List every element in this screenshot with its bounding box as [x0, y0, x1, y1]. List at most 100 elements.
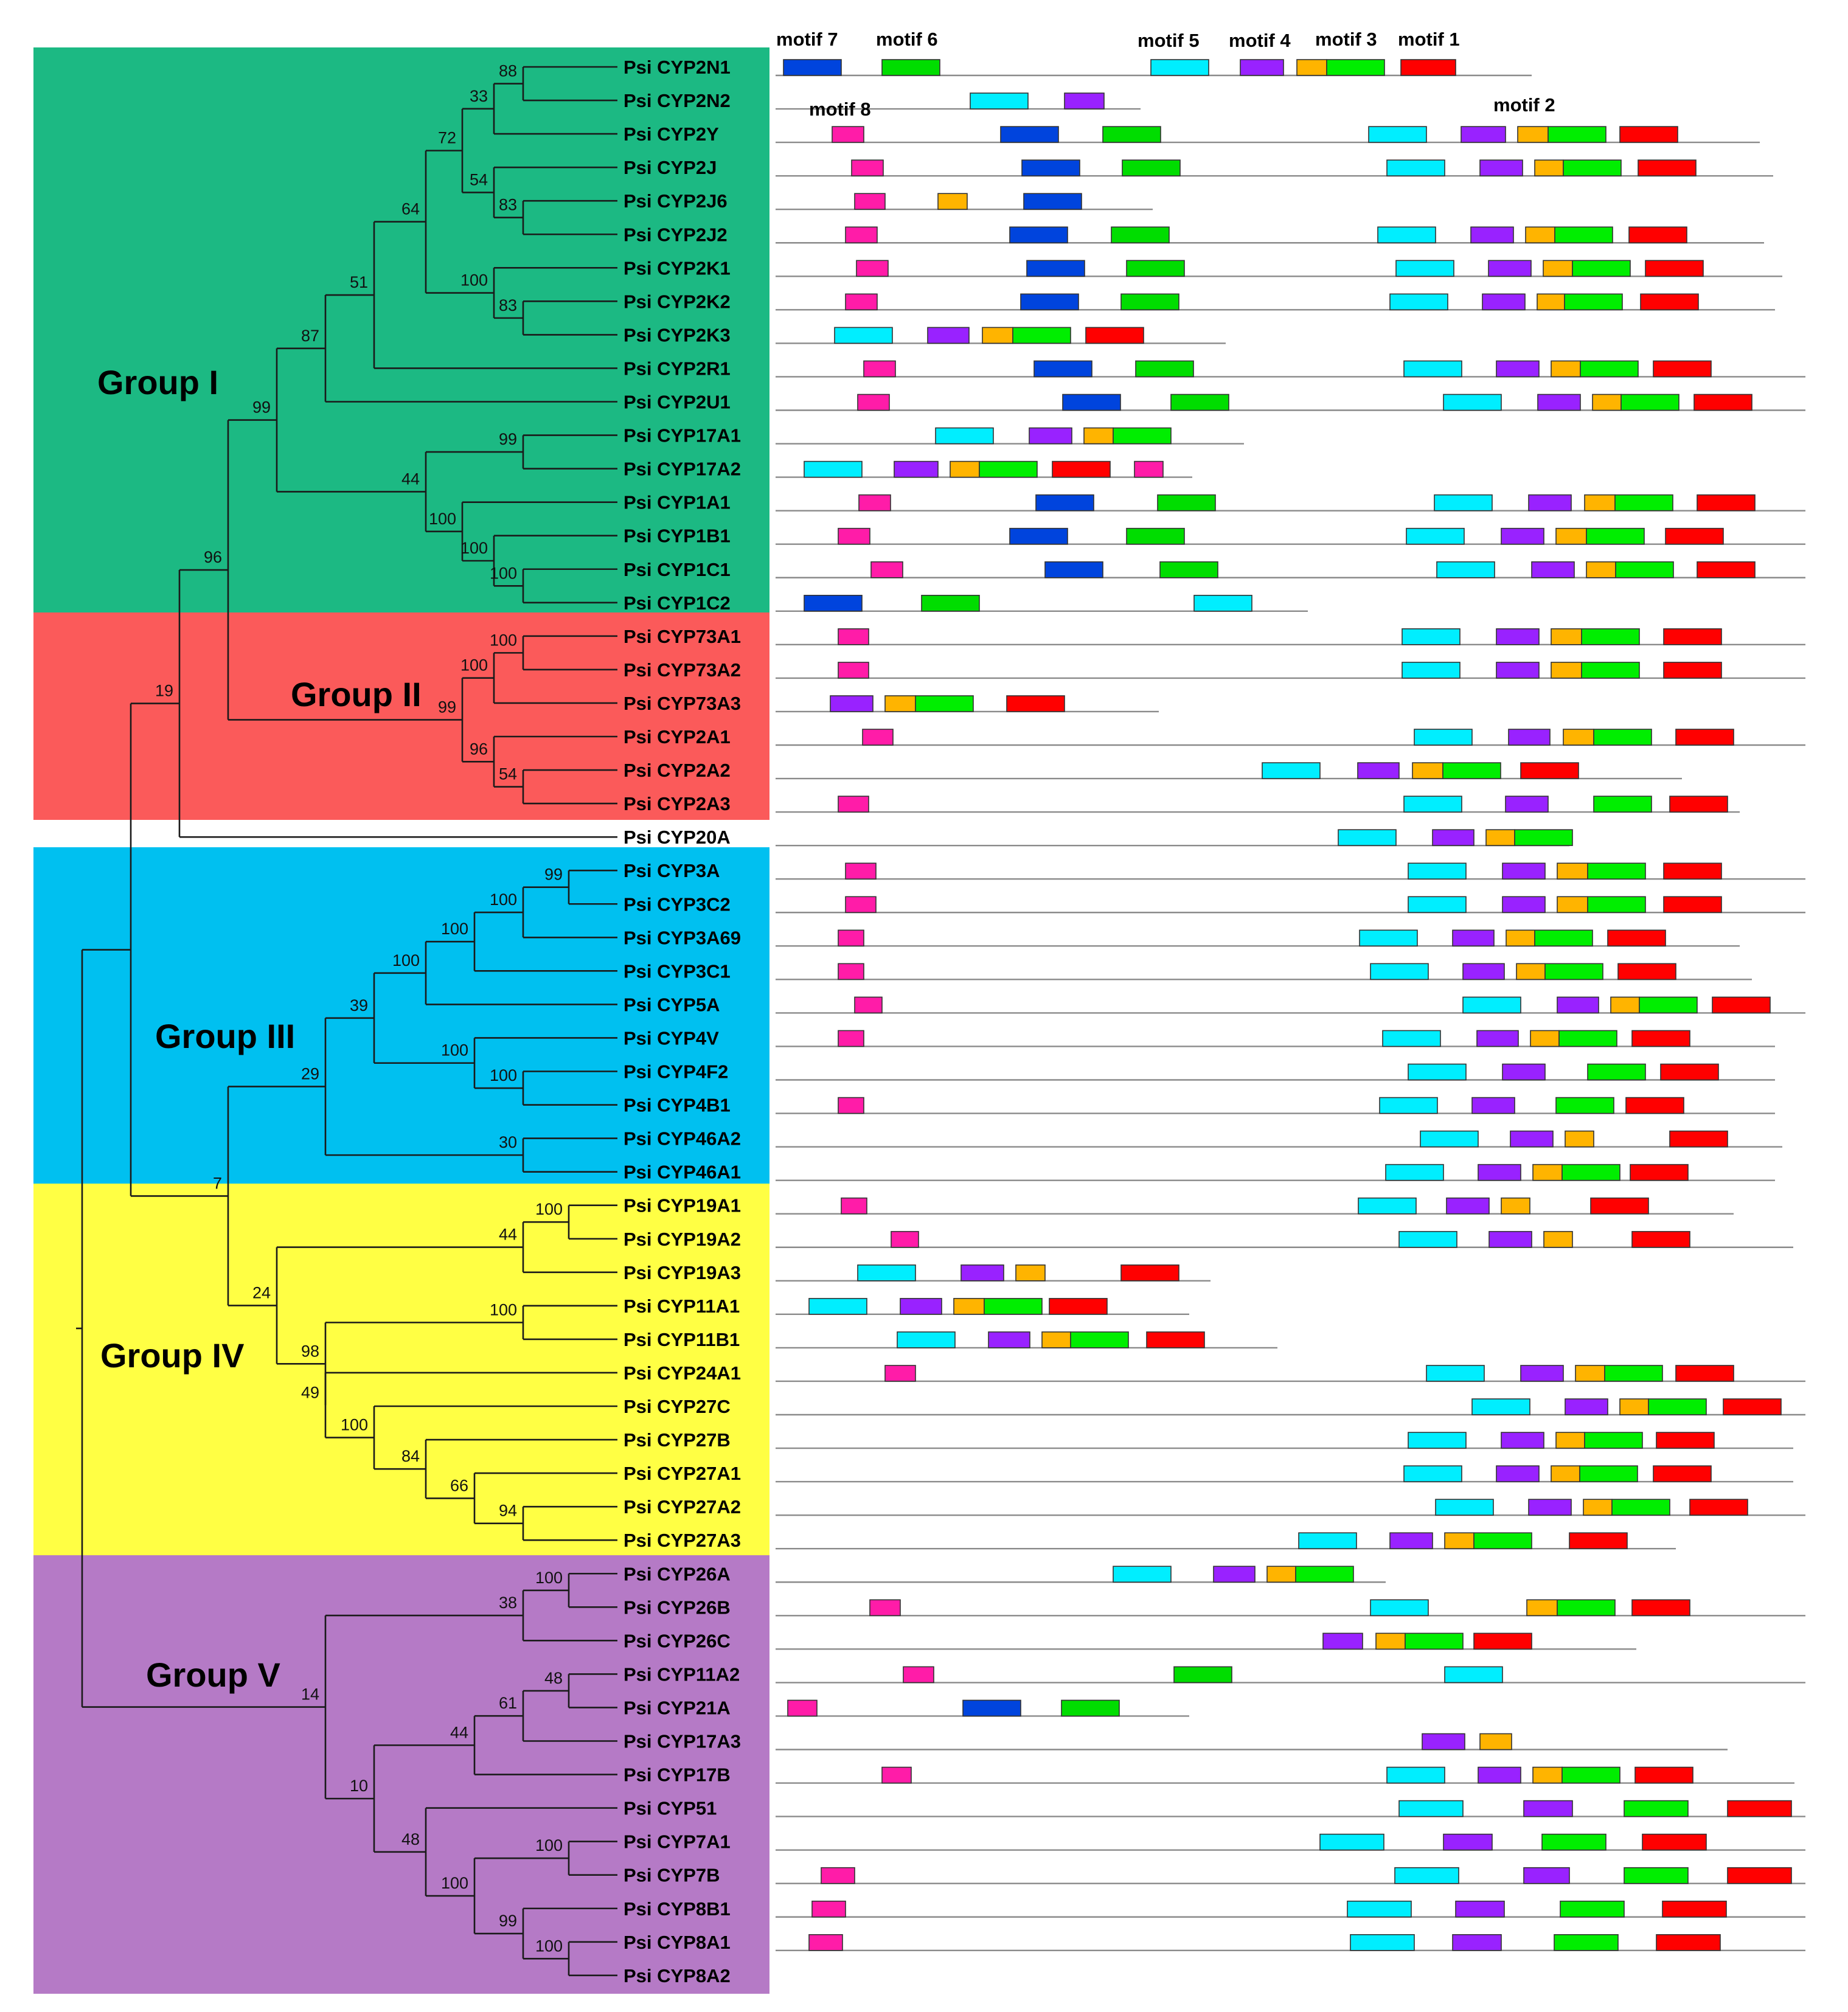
motif-4-box — [900, 1298, 942, 1315]
motif-2-box — [1564, 293, 1623, 311]
motif-6-box — [1170, 394, 1229, 411]
motif-titles: motif 7 motif 6 motif 5 motif 4 motif 3 motif… — [776, 29, 1555, 120]
motif-5-box — [1193, 594, 1252, 612]
motif-3-box — [1563, 729, 1594, 746]
motif-8-box — [1134, 460, 1164, 478]
motif-1-box — [1660, 1063, 1719, 1081]
motif-3-box — [1534, 159, 1564, 176]
motif-1-box — [1120, 1264, 1179, 1282]
motif-1-box — [1006, 695, 1065, 712]
bootstrap-value: 72 — [438, 129, 456, 147]
motif-5-box — [1379, 1097, 1438, 1114]
motif-5-box — [1398, 1230, 1457, 1248]
taxon-label: Psi CYP27A3 — [624, 1530, 741, 1551]
bootstrap-value: 99 — [499, 1912, 517, 1930]
motif-5-box — [935, 427, 994, 445]
motif-6-box — [1122, 159, 1181, 176]
motif-5-box — [1408, 896, 1467, 914]
motif-4-box — [1322, 1632, 1363, 1650]
motif-4-box — [1496, 360, 1540, 378]
motif-4-box — [1461, 126, 1506, 143]
motif-4-box — [1520, 1365, 1564, 1382]
motif-5-box — [857, 1264, 916, 1282]
bootstrap-value: 51 — [350, 273, 368, 291]
bootstrap-value: 100 — [535, 1200, 563, 1218]
motif-5-box — [804, 460, 863, 478]
motif-5-box — [1444, 1666, 1503, 1684]
motif-2-box — [1593, 796, 1652, 813]
motif-2-box — [1560, 1900, 1625, 1918]
taxon-label: Psi CYP46A2 — [624, 1128, 741, 1150]
bootstrap-value: 100 — [429, 510, 456, 528]
motif-1-box — [1727, 1800, 1792, 1817]
motif-1-box — [1663, 862, 1722, 879]
bootstrap-value: 33 — [470, 87, 488, 105]
motif-5-box — [1150, 59, 1209, 76]
motif-2-box — [1555, 1097, 1614, 1114]
motif-1-box — [1663, 896, 1722, 914]
motif-8-box — [787, 1699, 818, 1717]
taxon-label: Psi CYP17A3 — [624, 1731, 741, 1752]
motif-5-box — [970, 92, 1029, 109]
motif-2-box — [1295, 1566, 1354, 1583]
motif-8-box — [821, 1867, 855, 1884]
taxon-label: Psi CYP4F2 — [624, 1061, 728, 1083]
motif-5-box — [1402, 662, 1461, 679]
group-label-group-ii: Group II — [291, 675, 422, 713]
motif-2-box — [1581, 628, 1640, 645]
motif-4-box — [1478, 1164, 1521, 1181]
taxon-label: Psi CYP26C — [624, 1630, 731, 1651]
motif-5-box — [1350, 1934, 1415, 1951]
motif-3-box — [884, 695, 916, 712]
taxon-label: Psi CYP3C1 — [624, 960, 731, 982]
motif-1-box — [1662, 1900, 1727, 1918]
motif-title-motif-6: motif 6 — [876, 29, 938, 50]
motif-title-motif-2: motif 2 — [1493, 94, 1555, 116]
motif-4-box — [1432, 829, 1475, 846]
motif-4-box — [1488, 1230, 1532, 1248]
motif-1-box — [1727, 1867, 1792, 1884]
bootstrap-value: 100 — [460, 271, 488, 290]
motif-2-box — [1473, 1532, 1532, 1549]
motif-4-box — [1029, 427, 1072, 445]
motif-1-box — [1638, 159, 1697, 176]
motif-1-box — [1617, 963, 1676, 980]
motif-8-box — [845, 226, 878, 244]
motif-4-box — [1479, 159, 1523, 176]
motif-5-box — [1443, 394, 1502, 411]
motif-2-box — [1534, 929, 1593, 947]
motif-2-box — [1587, 862, 1646, 879]
motif-title-motif-1: motif 1 — [1398, 29, 1460, 50]
motif-3-box — [1551, 628, 1582, 645]
taxon-label: Psi CYP73A1 — [624, 626, 741, 647]
motif-2-box — [979, 460, 1038, 478]
taxon-label: Psi CYP19A2 — [624, 1229, 741, 1250]
motif-3-box — [1485, 829, 1515, 846]
motif-1-box — [1663, 628, 1722, 645]
motif-1-box — [1675, 1365, 1734, 1382]
motif-8-box — [845, 862, 877, 879]
taxon-label: Psi CYP20A — [624, 827, 731, 848]
motif-4-box — [1510, 1130, 1554, 1148]
motif-4-box — [1502, 1063, 1546, 1081]
motif-4-box — [1478, 1766, 1521, 1784]
motif-4-box — [1531, 561, 1575, 578]
motif-8-box — [856, 260, 889, 277]
motif-2-box — [1584, 1432, 1643, 1449]
motif-4-box — [988, 1331, 1030, 1348]
motif-2-box — [1012, 327, 1071, 344]
group-panel-group-iv — [33, 1184, 769, 1555]
taxon-label: Psi CYP26A — [624, 1563, 731, 1584]
taxon-label: Psi CYP2J2 — [624, 224, 728, 245]
motif-8-box — [845, 293, 878, 311]
motif-4-box — [1482, 293, 1526, 311]
motif-3-box — [1501, 1197, 1530, 1215]
bootstrap-value: 99 — [438, 698, 456, 716]
taxon-label: Psi CYP8A2 — [624, 1965, 731, 1986]
motif-5-box — [1408, 1432, 1467, 1449]
motif-4-box — [1471, 1097, 1515, 1114]
motif-1-box — [1520, 762, 1579, 779]
bootstrap-value: 100 — [490, 890, 517, 909]
taxon-label: Psi CYP3C2 — [624, 893, 731, 915]
motif-3-box — [1015, 1264, 1046, 1282]
